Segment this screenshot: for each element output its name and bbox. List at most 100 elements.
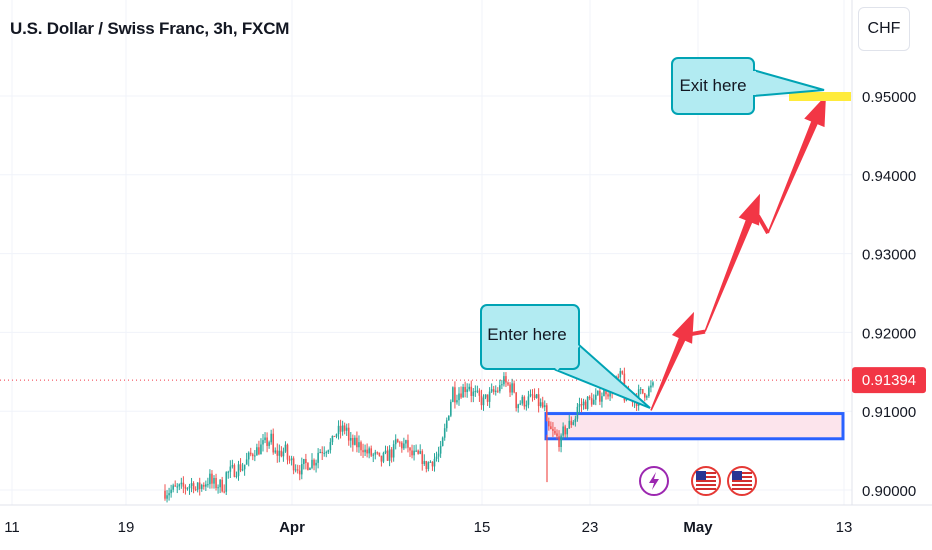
projection-connector (756, 214, 770, 235)
candle-up (331, 435, 334, 443)
candle-down (280, 450, 283, 457)
candle-up (374, 452, 377, 455)
candle-up (484, 394, 487, 398)
x-tick-label: May (683, 519, 713, 536)
candle-up (207, 484, 209, 486)
exit-level-marker[interactable] (789, 92, 851, 101)
candle-up (345, 427, 348, 431)
candle-up (368, 448, 370, 454)
candle-up (445, 420, 448, 429)
candle-up (172, 485, 174, 490)
chart-title: U.S. Dollar / Swiss Franc, 3h, FXCM (10, 19, 290, 38)
candle-up (170, 489, 172, 494)
candle-down (292, 458, 295, 471)
projection-arrows (650, 95, 826, 411)
candle-down (513, 383, 515, 393)
candle-up (601, 396, 603, 402)
candle-up (388, 449, 391, 461)
currency-button[interactable]: CHF (858, 7, 910, 51)
candle-down (182, 482, 185, 487)
candle-up (429, 461, 432, 463)
time-axis: 11 19 Apr 15 23 May 13 (4, 519, 852, 536)
candle-down (407, 440, 409, 448)
candle-up (433, 458, 436, 467)
candle-down (509, 384, 511, 393)
candle-down (464, 386, 466, 393)
candle-up (458, 393, 460, 401)
candle-down (641, 389, 644, 394)
candle-down (386, 450, 389, 461)
candle-up (403, 443, 405, 449)
candle-up (419, 451, 422, 454)
candle-up (646, 396, 648, 398)
candle-down (460, 393, 462, 398)
axis-lines (0, 0, 932, 506)
candle-up (405, 440, 407, 444)
candle-down (515, 392, 517, 409)
candle-up (503, 376, 505, 385)
candle-down (533, 395, 536, 398)
candle-up (213, 477, 215, 484)
candle-up (490, 389, 493, 392)
candle-up (243, 464, 246, 470)
candle-up (176, 486, 179, 488)
candle-up (329, 442, 332, 451)
candle-up (525, 404, 528, 407)
candle-up (441, 437, 444, 446)
candle-up (237, 464, 240, 476)
candle-up (437, 453, 440, 457)
candle-down (356, 437, 358, 448)
candle-up (394, 439, 397, 445)
candle-up (572, 422, 575, 425)
candle-up (568, 420, 571, 429)
candle-up (392, 444, 395, 458)
candle-up (319, 451, 321, 453)
candle-down (588, 396, 591, 399)
candle-down (552, 429, 554, 431)
candle-up (341, 425, 344, 432)
enter-callout-join (554, 343, 580, 371)
candle-up (539, 402, 542, 407)
candle-up (501, 384, 503, 386)
lightning-icon[interactable] (639, 466, 669, 496)
candle-down (590, 398, 593, 405)
candle-down (564, 426, 566, 435)
candle-down (380, 455, 383, 462)
projection-arrow (767, 95, 826, 234)
candle-down (362, 450, 364, 453)
candle-up (447, 415, 450, 421)
candle-down (164, 490, 166, 499)
candle-up (349, 437, 352, 441)
candle-down (221, 479, 223, 492)
candle-up (325, 452, 328, 454)
candle-up (521, 396, 524, 404)
candle-down (550, 426, 552, 430)
candle-up (468, 386, 471, 390)
us-flag-icon[interactable] (691, 466, 721, 496)
candle-up (300, 464, 303, 475)
projection-connector (691, 329, 706, 336)
candle-down (421, 451, 424, 464)
current-price-label: 0.91394 (862, 372, 916, 389)
enter-callout-box[interactable] (480, 304, 580, 370)
candle-down (621, 371, 624, 374)
candle-down (541, 402, 544, 408)
candle-down (558, 436, 560, 447)
candle-down (507, 382, 509, 385)
candle-up (217, 487, 219, 489)
candle-down (296, 469, 299, 471)
candle-up (294, 469, 297, 471)
current-price-badge (852, 367, 926, 394)
us-flag-icon[interactable] (727, 466, 757, 496)
candle-up (178, 484, 181, 487)
candle-up (196, 482, 199, 490)
candle-down (321, 451, 324, 454)
candle-up (227, 471, 230, 473)
candle-down (194, 489, 197, 491)
entry-zone-box[interactable] (544, 412, 845, 441)
candle-down (333, 435, 336, 437)
candle-down (411, 450, 413, 456)
candle-up (166, 495, 168, 499)
y-tick-label: 0.91000 (862, 404, 916, 421)
